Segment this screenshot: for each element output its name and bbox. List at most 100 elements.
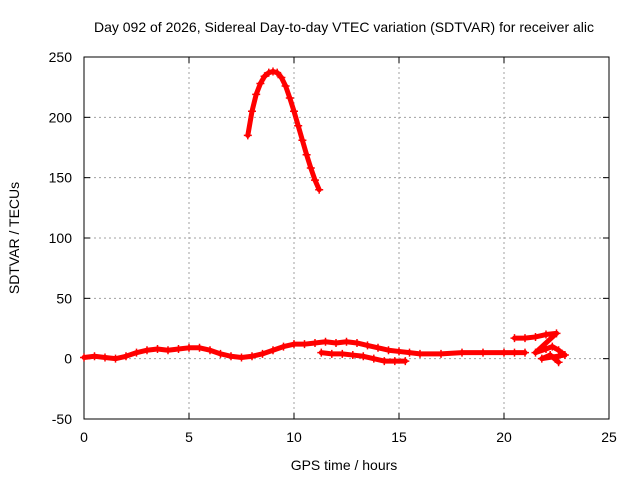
data-point	[281, 81, 290, 90]
data-point	[269, 67, 277, 76]
data-point	[122, 352, 130, 361]
data-point	[273, 68, 282, 77]
data-point	[101, 353, 109, 362]
data-point	[90, 352, 99, 361]
data-point	[531, 348, 540, 357]
data-point	[285, 94, 294, 103]
data-point	[260, 72, 269, 81]
data-point	[390, 357, 399, 366]
data-point	[384, 346, 393, 355]
y-axis-label: SDTVAR / TECUs	[6, 182, 22, 294]
data-point	[348, 351, 357, 360]
data-point	[531, 332, 540, 341]
data-point	[374, 343, 382, 352]
data-point	[380, 357, 389, 366]
data-point	[548, 342, 557, 351]
data-point	[363, 341, 372, 350]
data-point	[353, 338, 361, 347]
data-point	[237, 353, 246, 362]
y-tick-label: 200	[49, 109, 73, 125]
series-baseline-b	[317, 348, 410, 366]
x-tick-label: 15	[391, 429, 407, 445]
data-point	[542, 330, 550, 339]
data-point	[401, 357, 410, 366]
data-point	[111, 354, 120, 363]
data-point	[405, 348, 414, 357]
data-point	[321, 337, 330, 346]
data-point	[510, 348, 519, 357]
data-point	[290, 107, 298, 116]
data-point	[437, 349, 445, 358]
data-point	[185, 343, 193, 352]
data-point	[290, 340, 298, 349]
x-tick-label: 25	[601, 429, 617, 445]
x-tick-label: 10	[286, 429, 302, 445]
series-segment	[547, 352, 562, 365]
data-point	[277, 73, 286, 82]
data-point	[164, 346, 172, 355]
data-point	[302, 150, 311, 159]
data-point	[298, 136, 307, 145]
x-axis-label: GPS time / hours	[291, 457, 398, 473]
x-tick-label: 0	[80, 429, 88, 445]
data-point	[521, 334, 529, 343]
y-tick-label: 150	[49, 170, 73, 186]
data-point	[248, 352, 256, 361]
data-point	[195, 343, 204, 352]
data-point	[500, 348, 508, 357]
data-point	[521, 348, 529, 357]
data-point	[395, 347, 403, 356]
data-point	[560, 351, 569, 360]
data-point	[554, 358, 563, 367]
series-high-arc	[243, 67, 324, 194]
data-point	[510, 334, 519, 343]
data-point	[369, 354, 378, 363]
data-point	[306, 164, 315, 173]
data-point	[315, 185, 324, 194]
data-point	[264, 68, 273, 77]
data-point	[552, 329, 561, 338]
data-point	[216, 349, 225, 358]
series-late-segments	[510, 329, 569, 367]
grid-lines	[84, 57, 609, 419]
data-point	[269, 346, 277, 355]
data-point	[174, 345, 183, 354]
data-point	[537, 354, 546, 363]
data-point	[227, 352, 235, 361]
axis-ticks	[83, 56, 610, 420]
data-point	[479, 348, 487, 357]
data-series	[80, 67, 569, 367]
data-point	[143, 346, 151, 355]
data-point	[317, 348, 326, 357]
data-point	[416, 349, 424, 358]
data-point	[248, 107, 256, 116]
data-point	[332, 338, 340, 347]
data-point	[258, 349, 267, 358]
data-point	[359, 352, 368, 361]
data-point	[542, 345, 550, 354]
data-point	[546, 351, 555, 360]
y-tick-label: 0	[64, 351, 72, 367]
chart-title: Day 092 of 2026, Sidereal Day-to-day VTE…	[94, 19, 594, 35]
x-tick-label: 20	[496, 429, 512, 445]
data-point	[80, 353, 88, 362]
data-point	[300, 340, 309, 349]
data-point	[256, 79, 265, 88]
data-point	[338, 349, 347, 358]
data-point	[311, 338, 319, 347]
data-point	[342, 337, 351, 346]
tick-labels: 0 5 10 15 20 25 -50 0 50 100 150 200 250	[49, 49, 617, 445]
y-tick-label: -50	[52, 411, 72, 427]
series-baseline-a	[80, 337, 529, 363]
data-point	[132, 348, 141, 357]
series-segment	[245, 108, 255, 138]
data-point	[279, 342, 288, 351]
data-point	[252, 90, 261, 99]
data-point	[243, 131, 252, 140]
data-point	[458, 348, 466, 357]
y-tick-label: 50	[56, 290, 72, 306]
data-point	[153, 345, 162, 354]
data-point	[311, 176, 319, 185]
data-point	[206, 346, 214, 355]
